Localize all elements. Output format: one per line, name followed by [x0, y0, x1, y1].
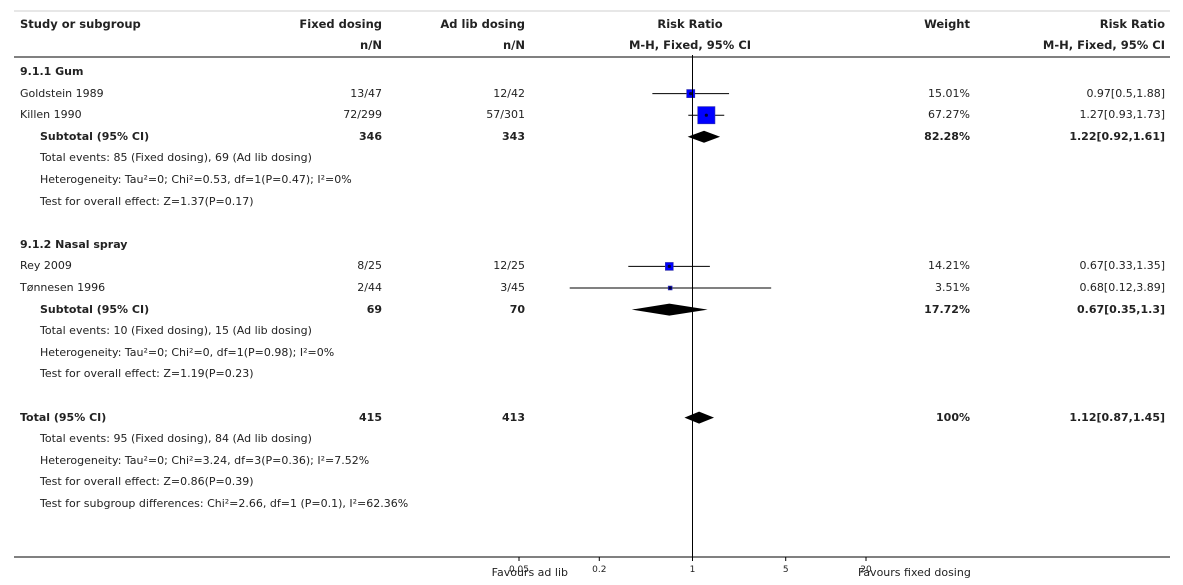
subtotal-effect: 0.67[0.35,1.3] [1077, 302, 1165, 316]
subtotal-label: Subtotal (95% CI) [40, 129, 150, 143]
study-effect: 0.67[0.33,1.35] [1079, 259, 1165, 273]
statistics-note: Test for subgroup differences: Chi²=2.66… [40, 497, 409, 510]
axis-tick-label: 0.05 [508, 565, 530, 575]
point-estimate [667, 264, 671, 268]
study-group2: 12/42 [493, 86, 525, 100]
total-weight: 100% [936, 410, 970, 424]
point-estimate [689, 92, 693, 96]
header-group1: Fixed dosing [299, 17, 382, 31]
summary-diamond [687, 130, 721, 143]
subtotal-weight: 82.28% [924, 129, 970, 143]
subgroup-heading: 9.1.1 Gum [20, 65, 84, 78]
axis-tick-label: 5 [782, 565, 789, 575]
study-group2: 3/45 [500, 281, 525, 294]
study-effect: 1.27[0.93,1.73] [1079, 108, 1165, 122]
statistics-note: Test for overall effect: Z=0.86(P=0.39) [40, 475, 254, 489]
statistics-note: Total events: 10 (Fixed dosing), 15 (Ad … [40, 324, 312, 338]
header-effect-sub: M-H, Fixed, 95% CI [1042, 38, 1165, 52]
total-group2: 413 [502, 410, 525, 424]
subtotal-effect: 1.22[0.92,1.61] [1069, 129, 1165, 143]
total-effect: 1.12[0.87,1.45] [1069, 410, 1165, 424]
study-weight: 15.01% [928, 86, 970, 100]
header-group2: Ad lib dosing [440, 17, 525, 31]
statistics-note: Test for overall effect: Z=1.19(P=0.23) [40, 367, 254, 381]
subtotal-group1: 346 [359, 129, 382, 143]
statistics-note: Heterogeneity: Tau²=0; Chi²=3.24, df=3(P… [40, 453, 370, 467]
study-name: Goldstein 1989 [20, 86, 104, 100]
statistics-note: Total events: 95 (Fixed dosing), 84 (Ad … [40, 432, 312, 446]
summary-diamond [631, 303, 708, 316]
header-study: Study or subgroup [20, 17, 141, 31]
study-effect: 0.68[0.12,3.89] [1079, 281, 1165, 294]
axis-tick-label: 20 [860, 565, 872, 575]
study-effect: 0.97[0.5,1.88] [1086, 86, 1165, 100]
total-group1: 415 [359, 410, 382, 424]
study-weight: 3.51% [935, 281, 970, 294]
point-estimate [704, 113, 708, 117]
subtotal-group2: 343 [502, 129, 525, 143]
total-label: Total (95% CI) [20, 410, 107, 424]
axis-tick-label: 1 [689, 565, 696, 575]
subtotal-group2: 70 [509, 302, 525, 316]
study-name: Killen 1990 [20, 108, 82, 122]
study-name: Tønnesen 1996 [20, 281, 106, 294]
study-group1: 13/47 [350, 86, 382, 100]
summary-diamond [684, 411, 715, 424]
subtotal-label: Subtotal (95% CI) [40, 302, 150, 316]
study-weight: 67.27% [928, 108, 970, 122]
study-group1: 2/44 [357, 281, 382, 294]
header-effect: Risk Ratio [1099, 17, 1165, 31]
header-plot: Risk Ratio [657, 17, 723, 31]
subgroup-heading: 9.1.2 Nasal spray [20, 237, 128, 251]
header-group1-sub: n/N [359, 38, 382, 52]
statistics-note: Heterogeneity: Tau²=0; Chi²=0, df=1(P=0.… [40, 345, 335, 359]
study-group2: 57/301 [486, 108, 525, 122]
axis-right-label: Favours fixed dosing [858, 566, 971, 579]
subtotal-weight: 17.72% [924, 302, 970, 316]
study-name: Rey 2009 [20, 259, 72, 273]
subtotal-group1: 69 [366, 302, 382, 316]
header-weight: Weight [924, 17, 970, 31]
study-group1: 72/299 [343, 108, 382, 122]
statistics-note: Heterogeneity: Tau²=0; Chi²=0.53, df=1(P… [40, 173, 352, 186]
header-plot-sub: M-H, Fixed, 95% CI [628, 38, 752, 52]
statistics-note: Test for overall effect: Z=1.37(P=0.17) [40, 194, 254, 208]
axis-left-label: Favours ad lib [491, 566, 568, 579]
study-group1: 8/25 [357, 259, 382, 273]
point-estimate [668, 286, 672, 290]
header-group2-sub: n/N [502, 38, 525, 52]
statistics-note: Total events: 85 (Fixed dosing), 69 (Ad … [40, 151, 312, 165]
study-group2: 12/25 [493, 259, 525, 273]
axis-tick-label: 0.2 [592, 565, 607, 575]
study-weight: 14.21% [928, 259, 970, 273]
